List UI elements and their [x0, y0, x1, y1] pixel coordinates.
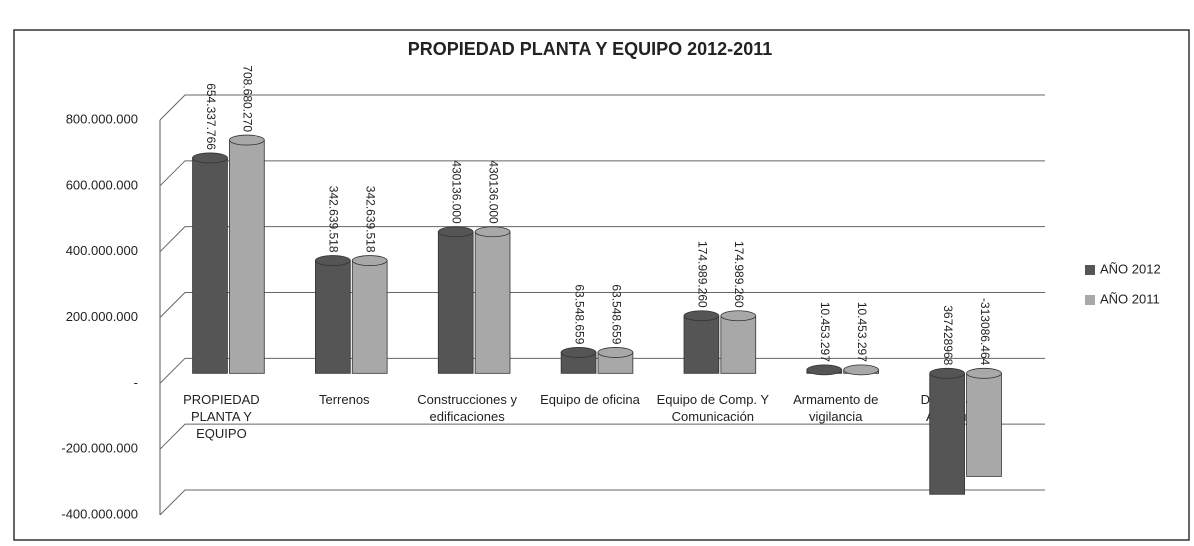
bar-top: [560, 347, 597, 358]
bar-top: [474, 226, 511, 238]
value-label: 174.989.260: [695, 241, 709, 308]
value-label: 10.453.297: [818, 302, 832, 362]
bar-top: [720, 310, 757, 322]
y-tick-label: 600.000.000: [66, 177, 138, 192]
grid-line: [159, 94, 1045, 121]
y-tick-label: -: [134, 375, 138, 390]
value-label: 367428968: [941, 305, 955, 365]
grid-line: [159, 292, 1045, 318]
bar: [437, 231, 474, 374]
grid-line: [159, 423, 1045, 450]
legend-swatch: [1085, 295, 1095, 305]
legend-label: AÑO 2012: [1100, 261, 1161, 276]
x-tick-label-box: Equipo de Comp. Y Comunicación: [656, 392, 770, 425]
value-label: 10.453.297: [855, 302, 869, 362]
y-tick-label: 400.000.000: [66, 243, 138, 258]
x-tick-label-box: Terrenos: [318, 392, 370, 408]
value-label: -313086.464: [978, 298, 992, 366]
bar-top: [229, 134, 265, 146]
frame: [13, 29, 1190, 541]
bar-top: [597, 347, 634, 358]
x-tick-label-box: Armamento de vigilancia: [793, 392, 879, 425]
x-tick-label-box: Construcciones y edificaciones: [417, 392, 517, 425]
bar-top: [437, 226, 474, 238]
value-label: 63.548.659: [609, 284, 623, 344]
x-tick-label-box: PROPIEDAD PLANTA Y EQUIPO: [183, 392, 260, 442]
bar-top: [806, 364, 843, 376]
value-label: 63.548.659: [572, 284, 586, 344]
value-label: 430136.000: [450, 160, 464, 224]
bar: [966, 372, 1002, 477]
bar-top: [315, 255, 351, 266]
legend-swatch: [1085, 265, 1095, 275]
bar: [315, 260, 351, 374]
value-label: 342.639.518: [364, 186, 378, 253]
value-label: 708.680.270: [241, 65, 255, 132]
x-tick-label: Equipo de oficina: [540, 392, 640, 408]
grid-line: [159, 160, 1045, 187]
bar-top: [966, 367, 1002, 379]
grid-line: [159, 489, 1045, 516]
bar: [720, 315, 757, 374]
bar-top: [351, 255, 388, 266]
bar: [474, 231, 511, 374]
value-label: 342.639.518: [327, 186, 341, 253]
grid-line: [159, 357, 1045, 384]
x-tick-label-box: Equipo de oficina: [540, 392, 640, 408]
bar: [192, 157, 228, 374]
legend-label: AÑO 2011: [1100, 291, 1160, 306]
grid-line: [159, 226, 1045, 253]
y-tick-label: 800.000.000: [66, 111, 138, 126]
bar: [929, 372, 965, 495]
x-tick-label: Equipo de Comp. Y Comunicación: [656, 392, 770, 425]
x-tick-label: Terrenos: [318, 392, 370, 408]
value-label: 654.337.766: [204, 83, 218, 150]
y-tick-label: -200.000.000: [61, 441, 138, 456]
x-tick-label: Armamento de vigilancia: [793, 392, 879, 425]
value-label: 174.989.260: [732, 241, 746, 308]
y-tick-label: -400.000.000: [61, 506, 138, 521]
y-tick-label: 200.000.000: [66, 309, 138, 324]
bar: [351, 260, 388, 374]
bar: [683, 315, 720, 374]
value-label: 430136.000: [486, 160, 500, 224]
bar-top: [683, 310, 720, 322]
chart-title: PROPIEDAD PLANTA Y EQUIPO 2012-2011: [408, 39, 772, 59]
bar-top: [843, 364, 879, 376]
x-tick-label: Construcciones y edificaciones: [417, 392, 517, 425]
x-tick-label: PROPIEDAD PLANTA Y EQUIPO: [183, 392, 260, 442]
bar: [229, 139, 265, 374]
bar-top: [929, 367, 965, 379]
bar-top: [192, 152, 228, 164]
